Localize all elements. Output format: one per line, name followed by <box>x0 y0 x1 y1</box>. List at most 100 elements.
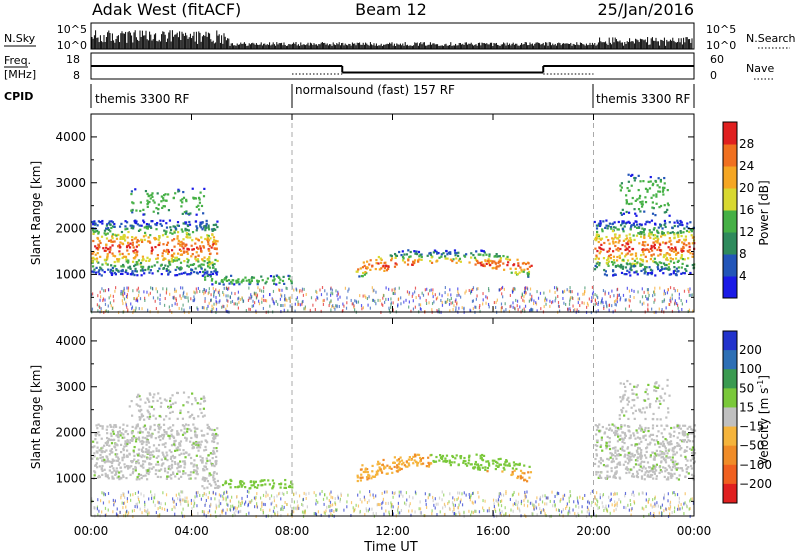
clutter-cell <box>420 307 422 311</box>
echo-cell <box>117 475 120 478</box>
echo-cell <box>682 249 685 253</box>
echo-cell <box>170 254 173 257</box>
echo-cell <box>658 246 661 249</box>
echo-cell <box>184 227 187 230</box>
echo-cell <box>205 219 208 222</box>
clutter-cell <box>185 295 187 299</box>
clutter-cell <box>613 493 615 497</box>
clutter-cell <box>241 297 243 301</box>
echo-cell <box>173 456 176 460</box>
echo-cell <box>123 463 126 466</box>
clutter-cell <box>684 501 686 505</box>
echo-cell <box>605 235 608 239</box>
echo-cell <box>131 241 135 244</box>
echo-cell <box>357 268 360 271</box>
echo-cell <box>621 440 624 443</box>
clutter-cell <box>549 289 551 293</box>
clutter-cell <box>157 296 159 300</box>
clutter-cell <box>301 302 303 306</box>
echo-cell <box>212 440 216 444</box>
echo-cell <box>189 477 192 480</box>
echo-cell <box>141 431 144 434</box>
clutter-cell <box>212 286 214 290</box>
clutter-cell <box>530 309 532 313</box>
echo-cell <box>668 273 671 276</box>
velocity-echoes <box>91 378 697 519</box>
clutter-cell <box>270 494 273 498</box>
echo-cell <box>621 208 624 211</box>
echo-cell <box>185 198 188 201</box>
clutter-cell <box>293 506 295 510</box>
echo-cell <box>128 405 131 408</box>
clutter-cell <box>218 289 220 293</box>
echo-cell <box>660 261 663 265</box>
echo-cell <box>180 205 183 208</box>
clutter-cell <box>444 286 446 290</box>
echo-cell <box>103 461 107 464</box>
echo-cell <box>685 225 689 228</box>
echo-cell <box>208 482 211 486</box>
clutter-cell <box>102 297 105 301</box>
echo-cell <box>614 451 617 454</box>
echo-cell <box>93 455 96 458</box>
echo-cell <box>210 484 213 487</box>
clutter-cell <box>432 288 434 292</box>
echo-cell <box>186 257 189 261</box>
echo-cell <box>693 429 697 432</box>
echo-cell <box>160 224 163 227</box>
echo-cell <box>528 476 531 479</box>
echo-cell <box>97 248 100 251</box>
echo-cell <box>631 454 634 457</box>
echo-cell <box>674 467 677 470</box>
echo-cell <box>682 245 685 249</box>
echo-cell <box>158 243 161 246</box>
echo-cell <box>459 455 463 458</box>
echo-cell <box>112 426 115 429</box>
echo-cell <box>144 474 147 477</box>
echo-cell <box>629 266 632 269</box>
echo-cell <box>103 460 106 463</box>
echo-cell <box>625 221 628 224</box>
echo-cell <box>168 262 171 265</box>
echo-cell <box>107 227 110 230</box>
clutter-cell <box>330 299 332 303</box>
echo-cell <box>632 392 635 395</box>
echo-cell <box>212 227 215 231</box>
echo-cell <box>640 254 643 257</box>
echo-cell <box>518 463 521 467</box>
echo-cell <box>177 465 180 468</box>
echo-cell <box>664 242 667 245</box>
echo-cell <box>163 398 167 401</box>
echo-cell <box>472 467 475 470</box>
echo-cell <box>594 457 597 461</box>
echo-cell <box>388 466 391 470</box>
echo-cell <box>213 470 216 474</box>
echo-cell <box>680 221 683 224</box>
echo-cell <box>140 448 143 451</box>
echo-cell <box>691 236 694 239</box>
echo-cell <box>169 406 173 409</box>
echo-cell <box>166 458 169 462</box>
echo-cell <box>656 263 660 266</box>
echo-cell <box>132 470 135 473</box>
echo-cell <box>403 464 406 467</box>
clutter-cell <box>441 300 443 304</box>
echo-cell <box>617 453 621 456</box>
echo-cell <box>135 478 138 481</box>
clutter-cell <box>501 286 503 290</box>
echo-cell <box>618 254 621 257</box>
power-y-label: Slant Range [km] <box>29 161 43 265</box>
clutter-cell <box>388 306 390 310</box>
clutter-cell <box>521 308 524 312</box>
echo-cell <box>117 258 120 262</box>
echo-cell <box>149 225 152 228</box>
echo-cell <box>167 269 170 272</box>
clutter-cell <box>524 286 526 290</box>
echo-cell <box>622 220 625 223</box>
echo-cell <box>405 460 408 463</box>
echo-cell <box>622 212 625 215</box>
echo-cell <box>215 247 218 251</box>
echo-cell <box>191 239 194 242</box>
clutter-cell <box>414 290 416 294</box>
clutter-cell <box>419 303 422 307</box>
